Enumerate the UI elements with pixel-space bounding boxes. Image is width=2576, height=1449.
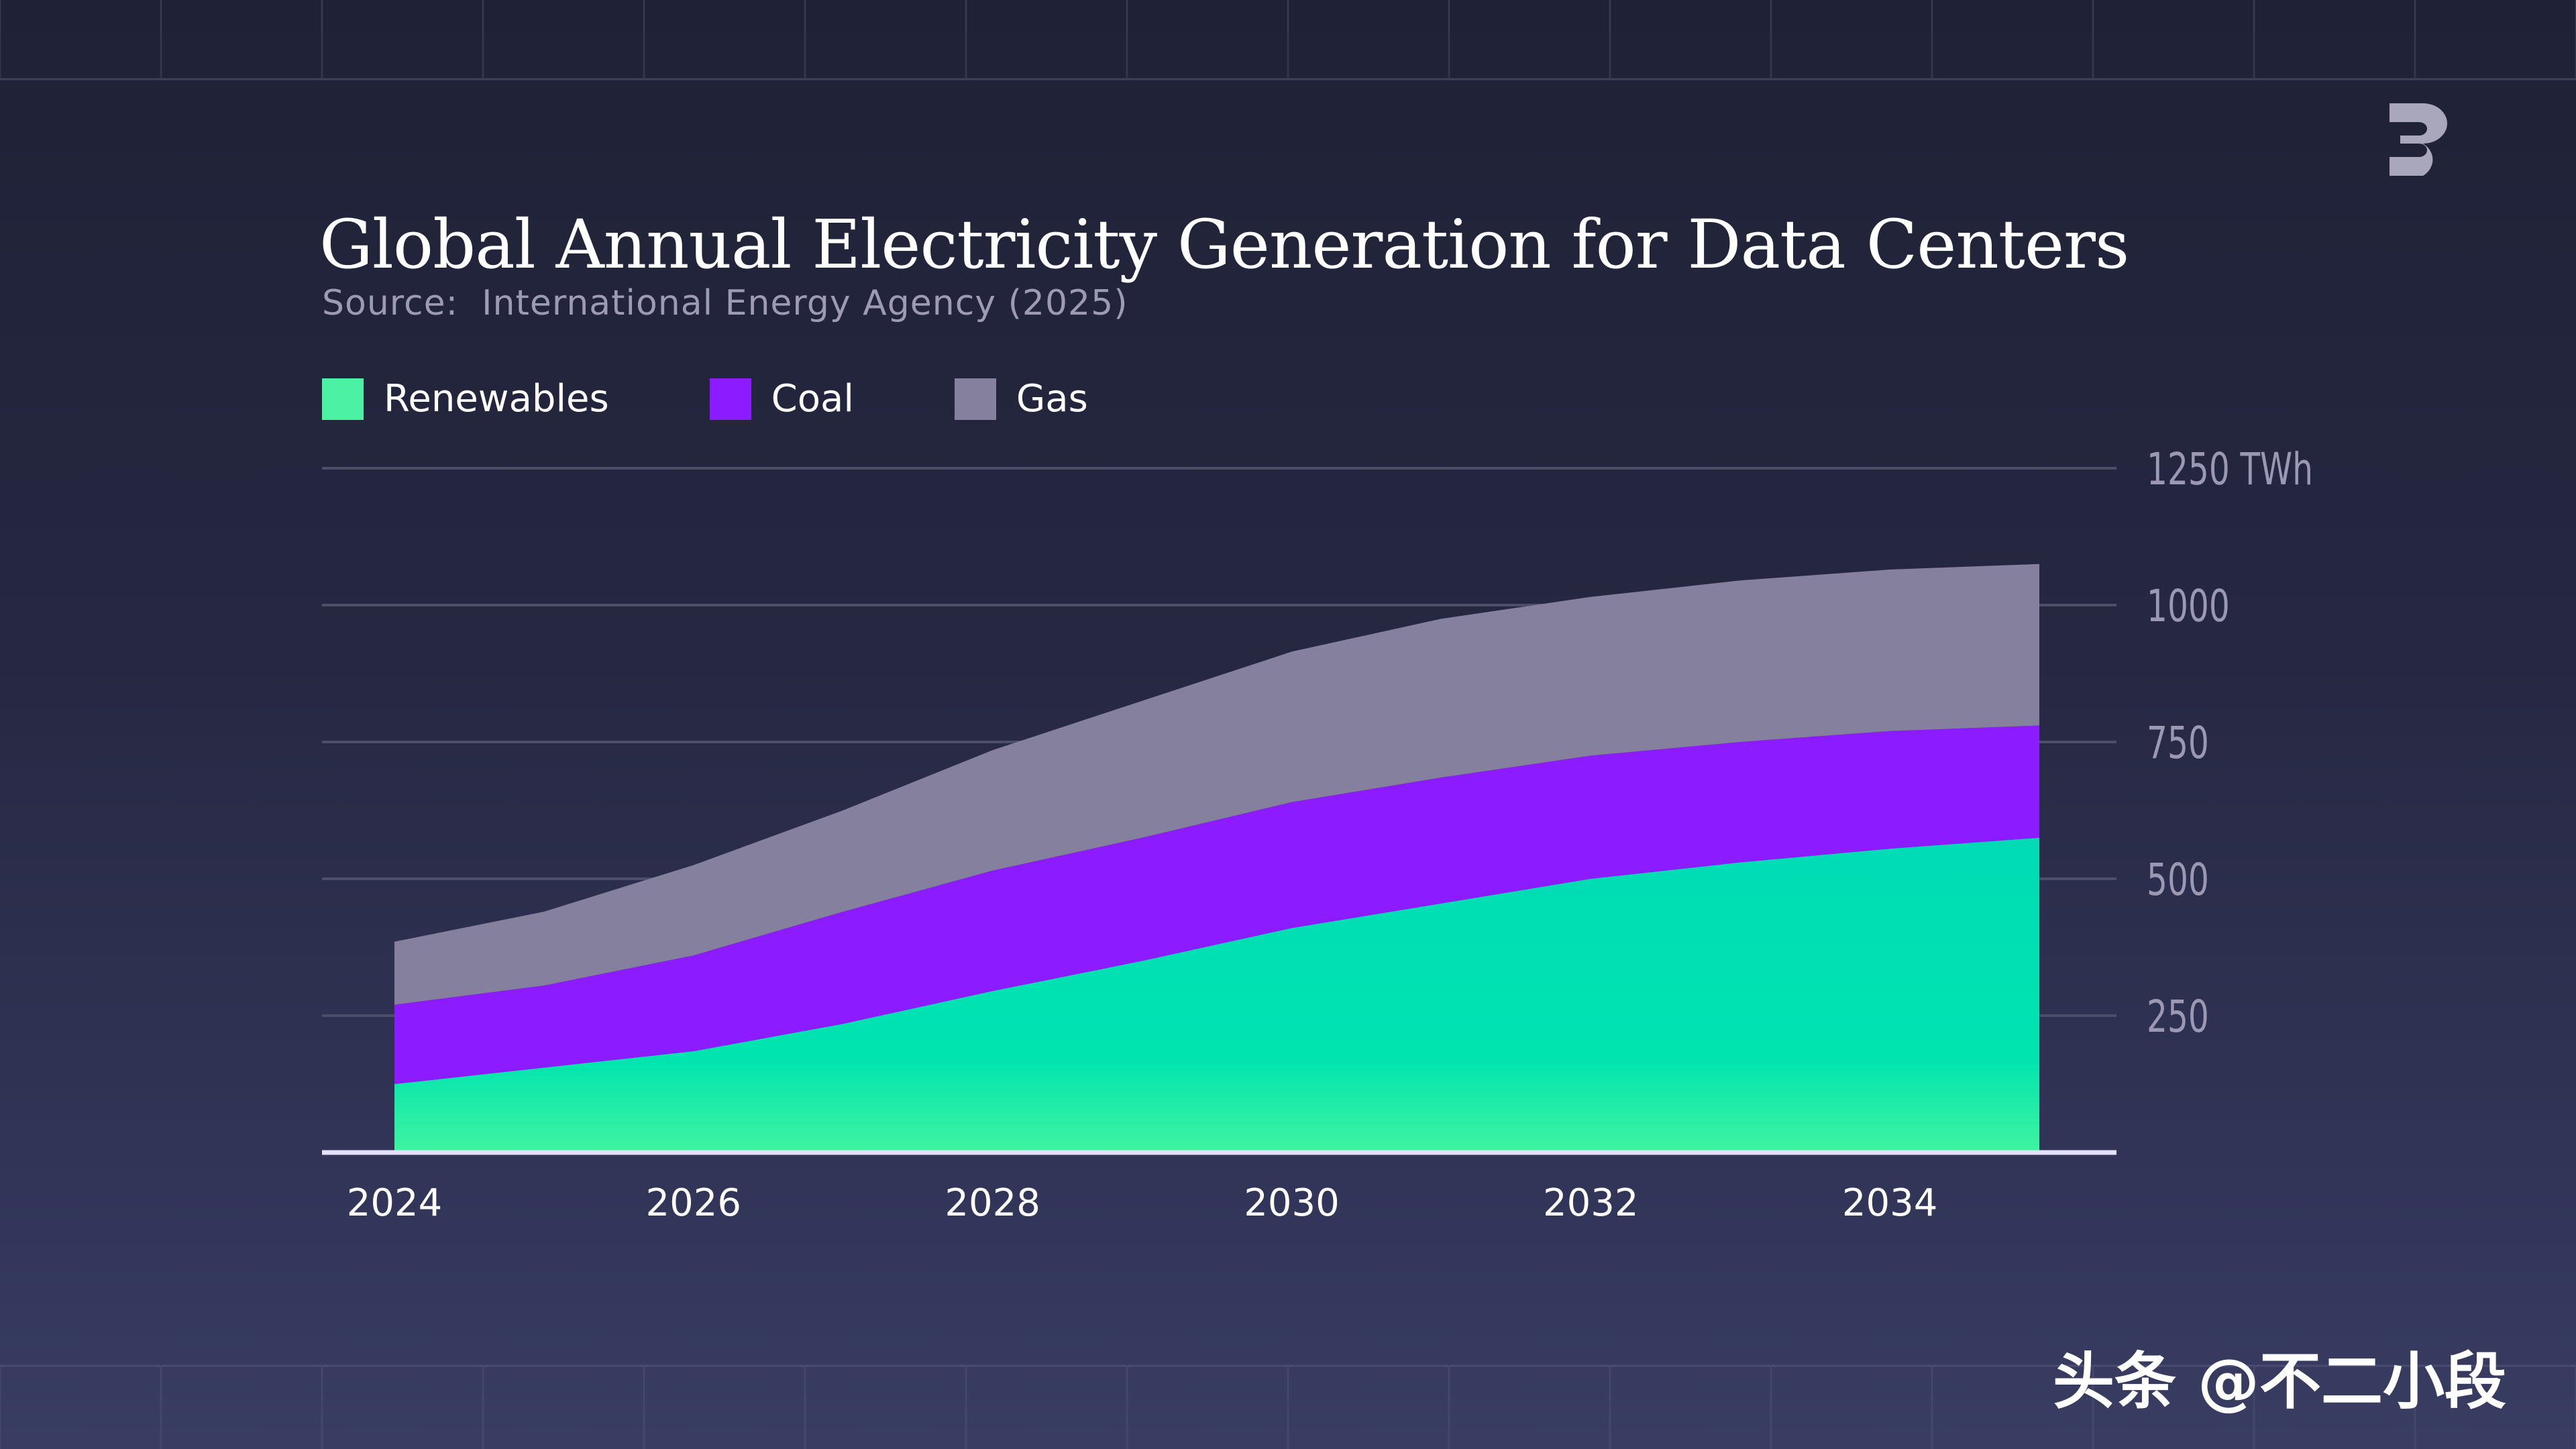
x-tick-label: 2034: [1842, 1181, 1938, 1225]
area-coal: [394, 725, 2039, 1084]
area-gas: [394, 564, 2039, 1005]
area-renewables: [394, 837, 2039, 1152]
legend-swatch-coal: [709, 378, 751, 420]
y-tick-label: 1250 TWh: [2147, 444, 2313, 496]
x-tick-label: 2032: [1543, 1181, 1639, 1225]
chart-title: Global Annual Electricity Generation for…: [319, 205, 2129, 284]
y-tick-label: 250: [2147, 991, 2209, 1043]
x-tick-label: 2030: [1244, 1181, 1340, 1225]
chart-subtitle: Source: International Energy Agency (202…: [322, 283, 1128, 323]
legend-item-renewables: Renewables: [322, 377, 609, 421]
legend-swatch-renewables: [322, 378, 364, 420]
watermark: 头条 @不二小段: [2053, 1346, 2507, 1417]
legend-label-gas: Gas: [1016, 377, 1088, 421]
legend-item-coal: Coal: [709, 377, 854, 421]
chart-legend: Renewables Coal Gas: [322, 377, 1189, 421]
brand-logo: [2390, 103, 2447, 176]
legend-swatch-gas: [954, 378, 996, 420]
x-tick-label: 2026: [646, 1181, 742, 1225]
y-tick-label: 1000: [2147, 581, 2230, 633]
y-tick-label: 500: [2147, 855, 2209, 906]
legend-label-coal: Coal: [771, 377, 854, 421]
x-tick-label: 2028: [945, 1181, 1040, 1225]
legend-label-renewables: Renewables: [384, 377, 609, 421]
x-tick-label: 2024: [347, 1181, 443, 1225]
legend-item-gas: Gas: [954, 377, 1088, 421]
y-tick-label: 750: [2147, 718, 2209, 769]
